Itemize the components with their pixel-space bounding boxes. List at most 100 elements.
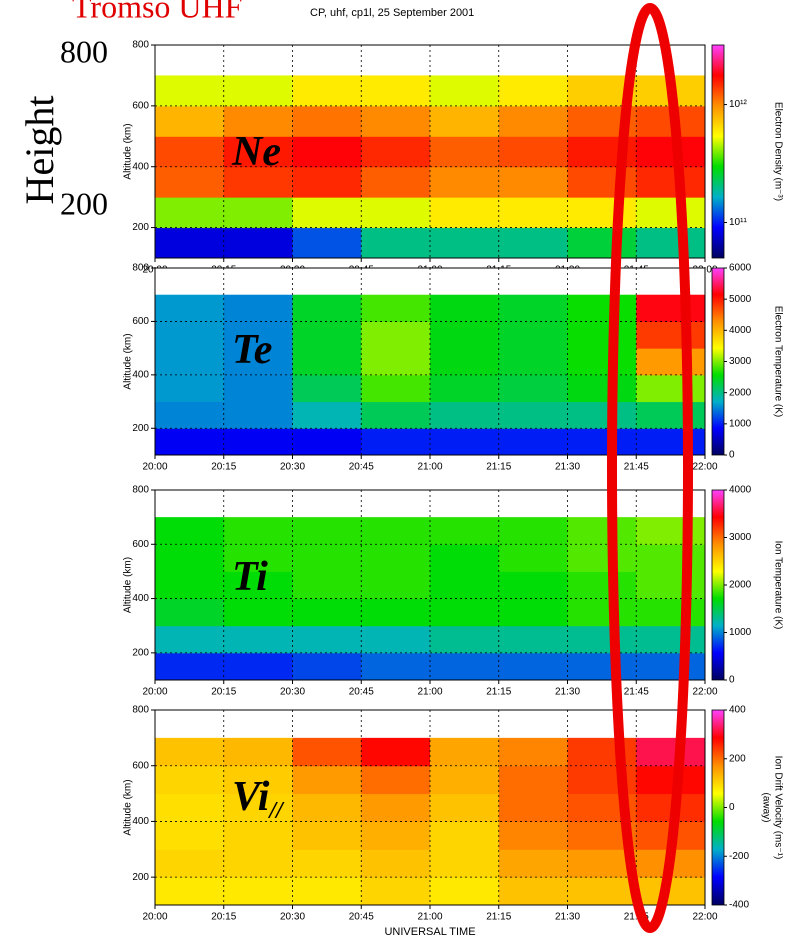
heat-cell: [361, 544, 431, 572]
heat-cell: [636, 197, 706, 229]
heat-cell: [636, 544, 706, 572]
heat-cell: [636, 294, 706, 322]
panel-label-main: Ti: [232, 554, 268, 600]
heat-cell: [223, 227, 293, 259]
y-tick-label: 800: [132, 263, 149, 274]
heat-cell: [292, 428, 362, 456]
y-tick-label: 200: [132, 222, 149, 233]
heat-cell: [498, 625, 568, 654]
y-axis-label: Altitude (km): [123, 779, 134, 835]
heat-cell: [636, 737, 706, 767]
heat-cell: [292, 544, 362, 572]
colorbar-tick-label: 0: [729, 450, 735, 461]
colorbar: [711, 44, 725, 259]
heat-cell: [223, 793, 293, 822]
x-tick-label: 20:00: [142, 462, 167, 473]
heat-cell: [155, 737, 225, 767]
x-tick-label: 20:30: [280, 912, 305, 923]
heat-cell: [223, 348, 293, 376]
x-tick-label: 20:00: [142, 912, 167, 923]
heat-cell: [498, 849, 568, 878]
heat-cell: [155, 428, 225, 456]
heat-cell: [498, 544, 568, 572]
colorbar-tick-label: 3000: [729, 532, 752, 543]
colorbar-label: Electron Temperature (K): [772, 306, 783, 418]
heat-cell: [636, 598, 706, 627]
heat-cell: [498, 652, 568, 681]
heat-cell: [636, 571, 706, 600]
heat-cell: [155, 625, 225, 654]
heat-cell: [155, 544, 225, 572]
heat-cell: [636, 374, 706, 403]
heat-cell: [223, 294, 293, 322]
heat-cell: [155, 517, 225, 545]
heat-cell: [361, 166, 431, 198]
x-tick-label: 21:45: [624, 912, 649, 923]
heat-cell: [292, 652, 362, 681]
x-tick-label: 20:45: [349, 912, 374, 923]
heat-cell: [498, 374, 568, 403]
heat-cell: [223, 374, 293, 403]
heat-cell: [430, 136, 500, 168]
heat-cell: [361, 598, 431, 627]
y-axis-label: Altitude (km): [123, 557, 134, 613]
colorbar-label: Electron Density (m⁻³): [772, 102, 783, 201]
colorbar-tick-label: 3000: [729, 356, 752, 367]
y-tick-label: 600: [132, 316, 149, 327]
x-tick-label: 21:15: [486, 687, 511, 698]
heat-cell: [292, 374, 362, 403]
heat-cell: [361, 652, 431, 681]
heat-cell: [292, 571, 362, 600]
heat-cell: [430, 197, 500, 229]
heat-cell: [498, 737, 568, 767]
colorbar-tick-label: 0: [729, 675, 735, 686]
x-tick-label: 21:00: [417, 912, 442, 923]
heat-cell: [292, 849, 362, 878]
heat-cell: [292, 136, 362, 168]
heat-cell: [430, 105, 500, 137]
heat-cell: [223, 849, 293, 878]
heat-cell: [498, 75, 568, 107]
heat-cell: [498, 428, 568, 456]
colorbar-tick-label: 2000: [729, 580, 752, 591]
heat-cell: [567, 571, 637, 600]
heat-cell: [430, 166, 500, 198]
panel-label: Ne: [231, 129, 281, 175]
heat-cell: [567, 166, 637, 198]
colorbar-tick-label: 10¹¹: [729, 217, 747, 228]
heat-cell: [155, 166, 225, 198]
heat-cell: [361, 321, 431, 349]
x-tick-label: 21:45: [624, 462, 649, 473]
colorbar-tick-label: -400: [729, 900, 749, 911]
heat-cell: [567, 737, 637, 767]
heat-cell: [155, 197, 225, 229]
x-axis-label: UNIVERSAL TIME: [384, 926, 475, 938]
colorbar-tick-label: 2000: [729, 387, 752, 398]
colorbar-label: Ion Drift Velocity (ms⁻¹): [772, 756, 783, 860]
colorbar-tick-label: 1000: [729, 627, 752, 638]
height-bottom: 200: [60, 185, 108, 221]
heat-cell: [498, 321, 568, 349]
highlight-ellipse: [607, 3, 693, 933]
heat-cell: [292, 625, 362, 654]
heat-cell: [223, 877, 293, 906]
heat-cell: [430, 517, 500, 545]
heat-cell: [155, 294, 225, 322]
heat-cell: [292, 166, 362, 198]
heat-cell: [498, 598, 568, 627]
heat-cell: [155, 765, 225, 795]
heat-cell: [292, 294, 362, 322]
heat-cell: [155, 136, 225, 168]
heat-cell: [430, 821, 500, 850]
heat-cell: [361, 737, 431, 767]
heat-cell: [361, 821, 431, 850]
heat-cell: [430, 737, 500, 767]
y-tick-label: 800: [132, 485, 149, 496]
heat-cell: [361, 793, 431, 822]
heat-cell: [223, 105, 293, 137]
heat-cell: [567, 227, 637, 259]
heat-cell: [223, 401, 293, 429]
heat-cell: [155, 793, 225, 822]
heat-cell: [361, 517, 431, 545]
x-tick-label: 22:00: [692, 462, 717, 473]
